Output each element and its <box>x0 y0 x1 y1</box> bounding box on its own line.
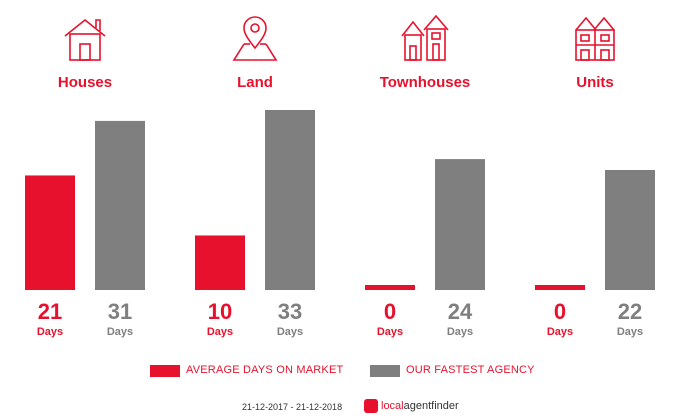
land-pin-icon <box>232 16 278 61</box>
value-label-units-average: 0 <box>554 299 566 324</box>
value-label-land-average: 10 <box>208 299 232 324</box>
legend-swatch-average <box>150 365 180 377</box>
unit-label-units-agency: Days <box>617 326 643 338</box>
category-townhouses: Townhouses <box>340 0 510 100</box>
value-label-land-agency: 33 <box>278 299 302 324</box>
value-label-houses-average: 21 <box>38 299 62 324</box>
localagentfinder-logo-text: localagentfinder <box>381 400 459 412</box>
townhouses-icon <box>401 14 449 61</box>
unit-label-houses-agency: Days <box>107 326 133 338</box>
bar-houses-agency <box>95 120 145 290</box>
category-label-land: Land <box>237 74 273 91</box>
localagentfinder-logo-icon <box>364 399 378 413</box>
bar-townhouses-average <box>365 285 415 290</box>
category-houses: Houses <box>0 0 170 100</box>
bar-units-average <box>535 285 585 290</box>
date-range: 21-12-2017 - 21-12-2018 <box>242 402 343 412</box>
units-icon <box>575 16 615 61</box>
category-label-townhouses: Townhouses <box>379 74 471 91</box>
legend-label-agency: OUR FASTEST AGENCY <box>406 364 535 376</box>
unit-label-land-average: Days <box>207 326 233 338</box>
category-land: Land <box>170 0 340 100</box>
unit-label-houses-average: Days <box>37 326 63 338</box>
value-label-units-agency: 22 <box>618 299 642 324</box>
unit-label-land-agency: Days <box>277 326 303 338</box>
unit-label-townhouses-average: Days <box>377 326 403 338</box>
bar-units-agency <box>605 170 655 290</box>
legend-label-average: AVERAGE DAYS ON MARKET <box>186 364 344 376</box>
category-label-units: Units <box>576 74 614 91</box>
days-on-market-chart: 21 Days 31 Days 10 Days 33 Days 0 Days 24 Days 0 Days… <box>25 110 655 338</box>
bar-land-agency <box>265 110 315 290</box>
bar-townhouses-agency <box>435 159 485 290</box>
category-units: Units <box>510 0 680 100</box>
unit-label-units-average: Days <box>547 326 573 338</box>
value-label-houses-agency: 31 <box>108 299 132 324</box>
house-icon <box>64 18 106 61</box>
value-label-townhouses-agency: 24 <box>448 299 473 324</box>
category-label-houses: Houses <box>57 74 113 91</box>
value-label-townhouses-average: 0 <box>384 299 396 324</box>
bar-houses-average <box>25 175 75 290</box>
unit-label-townhouses-agency: Days <box>447 326 473 338</box>
bar-land-average <box>195 235 245 290</box>
legend-swatch-agency <box>370 365 400 377</box>
